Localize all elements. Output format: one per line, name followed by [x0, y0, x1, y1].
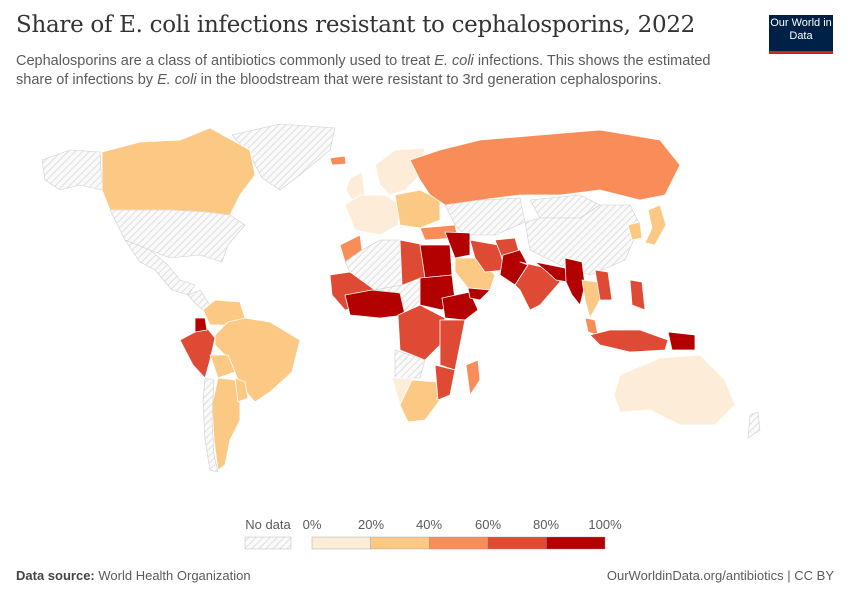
country-myanmar[interactable] — [564, 257, 586, 306]
country-argentina[interactable] — [211, 377, 241, 471]
subtitle-text: Cephalosporins are a class of antibiotic… — [16, 53, 435, 69]
country-south-africa[interactable] — [399, 379, 441, 423]
world-map — [41, 123, 761, 473]
country-ecuador[interactable] — [194, 317, 208, 333]
country-peru[interactable] — [179, 327, 216, 379]
subtitle-text: in the bloodstream that were resistant t… — [196, 72, 662, 88]
source-value: World Health Organization — [98, 568, 251, 583]
country-yemen[interactable] — [467, 287, 491, 301]
country-canada[interactable] — [101, 127, 256, 216]
subtitle-italic: E. coli — [157, 72, 197, 88]
country-mozambique[interactable] — [434, 364, 456, 401]
legend-bar — [244, 536, 606, 550]
country-madagascar[interactable] — [465, 359, 481, 396]
country-mexico[interactable] — [124, 239, 196, 296]
country-paraguay-uruguay[interactable] — [234, 377, 249, 403]
country-vietnam-laos[interactable] — [594, 269, 613, 301]
country-indonesia[interactable] — [589, 329, 669, 353]
legend-tick: 20% — [357, 517, 385, 532]
country-new-zealand[interactable] — [747, 411, 761, 439]
legend-no-data-swatch — [244, 536, 292, 550]
country-japan[interactable] — [644, 204, 667, 246]
country-alaska[interactable] — [41, 149, 103, 191]
source-label: Data source: — [16, 568, 95, 583]
country-thailand[interactable] — [581, 279, 601, 319]
legend-bin[interactable] — [487, 536, 547, 550]
country-korea[interactable] — [627, 221, 643, 241]
country-nepal-bangladesh[interactable] — [534, 261, 569, 283]
owid-logo[interactable]: Our World in Data — [769, 15, 833, 54]
country-bolivia[interactable] — [209, 354, 236, 379]
subtitle-italic: E. coli — [434, 53, 474, 69]
country-kazakhstan-central-asia[interactable] — [444, 197, 526, 236]
country-usa[interactable] — [109, 209, 246, 263]
country-east-africa[interactable] — [439, 319, 466, 371]
legend-bin[interactable] — [429, 536, 489, 550]
legend-tick: 100% — [588, 517, 622, 532]
chart-subtitle: Cephalosporins are a class of antibiotic… — [16, 52, 736, 90]
country-western-europe[interactable] — [344, 194, 401, 236]
country-australia[interactable] — [613, 354, 736, 426]
country-philippines[interactable] — [629, 279, 646, 311]
country-central-africa[interactable] — [397, 304, 446, 361]
legend-tick: 0% — [302, 517, 322, 532]
chart-title: Share of E. coli infections resistant to… — [16, 12, 696, 38]
country-egypt[interactable] — [419, 244, 453, 279]
country-ethiopia[interactable] — [441, 291, 479, 321]
country-chile[interactable] — [202, 377, 219, 473]
legend-bin[interactable] — [311, 536, 371, 550]
legend-tick: 80% — [532, 517, 560, 532]
footer-link[interactable]: OurWorldinData.org/antibiotics | CC BY — [606, 568, 834, 583]
country-papua-new-guinea[interactable] — [667, 331, 696, 351]
country-malaysia[interactable] — [584, 317, 599, 336]
legend: No data 0% 20% 40% 60% 80% 100% — [0, 510, 850, 555]
legend-bin[interactable] — [546, 536, 606, 550]
country-iceland[interactable] — [329, 155, 347, 166]
country-brazil[interactable] — [214, 317, 301, 403]
country-angola[interactable] — [394, 349, 426, 379]
country-iraq-syria[interactable] — [444, 231, 471, 259]
country-eastern-europe[interactable] — [394, 189, 441, 229]
country-iran[interactable] — [469, 239, 506, 273]
subtitle-text: infections. This shows the estimated sha… — [16, 53, 711, 88]
legend-tick: 40% — [415, 517, 443, 532]
data-source: Data source: World Health Organization — [16, 568, 251, 583]
country-nigeria-ghana[interactable] — [344, 289, 406, 319]
legend-tick: 60% — [474, 517, 502, 532]
country-russia[interactable] — [409, 129, 681, 206]
legend-no-data-label: No data — [245, 517, 291, 532]
legend-bin[interactable] — [370, 536, 430, 550]
country-greenland[interactable] — [231, 123, 336, 191]
